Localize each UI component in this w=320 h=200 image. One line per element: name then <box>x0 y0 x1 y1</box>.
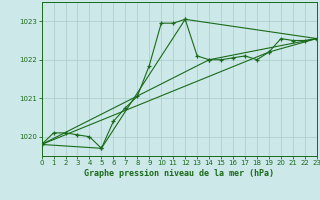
X-axis label: Graphe pression niveau de la mer (hPa): Graphe pression niveau de la mer (hPa) <box>84 169 274 178</box>
